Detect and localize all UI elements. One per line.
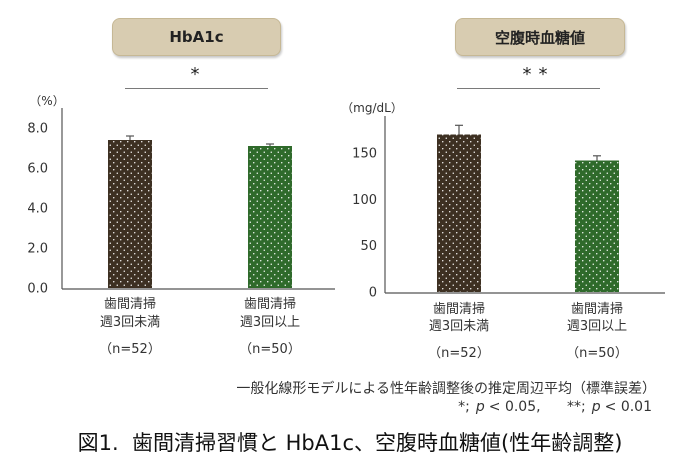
legend-p-symbol: p [591, 399, 601, 415]
legend-threshold: < 0.01 [604, 399, 652, 415]
y-tick-label: 4.0 [27, 202, 48, 217]
y-tick-label: 150 [352, 147, 377, 162]
sample-size-label: （n=50） [566, 346, 628, 361]
x-category-label: 週3回以上 [567, 319, 627, 334]
legend-p-symbol: p [475, 399, 485, 415]
chart-title: 空腹時血糖値 [494, 28, 585, 47]
x-category-label: 歯間清掃 [571, 301, 623, 317]
significance-bracket-line [457, 88, 600, 89]
bar-flossing-3x-week-or-more [248, 146, 292, 288]
y-tick-label: 50 [360, 239, 377, 254]
bar-flossing-under-3x-week [108, 140, 152, 288]
hba1c-title-box: HbA1c [112, 18, 281, 56]
x-category-label: 歯間清掃 [244, 296, 296, 312]
chart-title: HbA1c [169, 28, 224, 46]
legend-mark: *; [458, 399, 470, 415]
y-tick-label: 2.0 [27, 242, 48, 257]
bar-flossing-3x-week-or-more [575, 160, 619, 292]
y-tick-label: 6.0 [27, 162, 48, 177]
x-category-label: 週3回未満 [429, 319, 489, 334]
significance-marker: ** [522, 64, 555, 85]
y-tick-label: 100 [352, 193, 377, 208]
x-category-label: 歯間清掃 [433, 301, 485, 317]
y-tick-label: 0 [369, 286, 377, 301]
sample-size-label: （n=50） [239, 342, 301, 357]
legend-threshold: < 0.05, [488, 399, 541, 415]
footnote-method: 一般化線形モデルによる性年齢調整後の推定周辺平均（標準誤差） [236, 381, 656, 397]
sample-size-label: （n=52） [99, 342, 161, 357]
x-category-label: 週3回未満 [100, 315, 160, 330]
y-axis-unit-label: （mg/dL） [341, 101, 403, 115]
y-tick-label: 8.0 [27, 122, 48, 137]
fasting-glucose-title-box: 空腹時血糖値 [455, 18, 625, 56]
legend-item-p01: **; p < 0.01 [567, 398, 652, 416]
bar-flossing-under-3x-week [437, 134, 481, 292]
legend-mark: **; [567, 399, 586, 415]
significance-marker: * [190, 64, 200, 85]
sample-size-label: （n=52） [428, 346, 490, 361]
figure-caption: 図1. 歯間清掃習慣と HbA1c、空腹時血糖値(性年齢調整) [77, 431, 623, 455]
x-category-label: 歯間清掃 [104, 296, 156, 312]
significance-bracket-line [125, 88, 268, 89]
y-axis-unit-label: （%） [29, 94, 64, 108]
significance-legend: *; p < 0.05, **; p < 0.01 [458, 398, 652, 416]
legend-item-p05: *; p < 0.05, [458, 398, 540, 416]
x-category-label: 週3回以上 [240, 315, 300, 330]
y-tick-label: 0.0 [27, 282, 48, 297]
